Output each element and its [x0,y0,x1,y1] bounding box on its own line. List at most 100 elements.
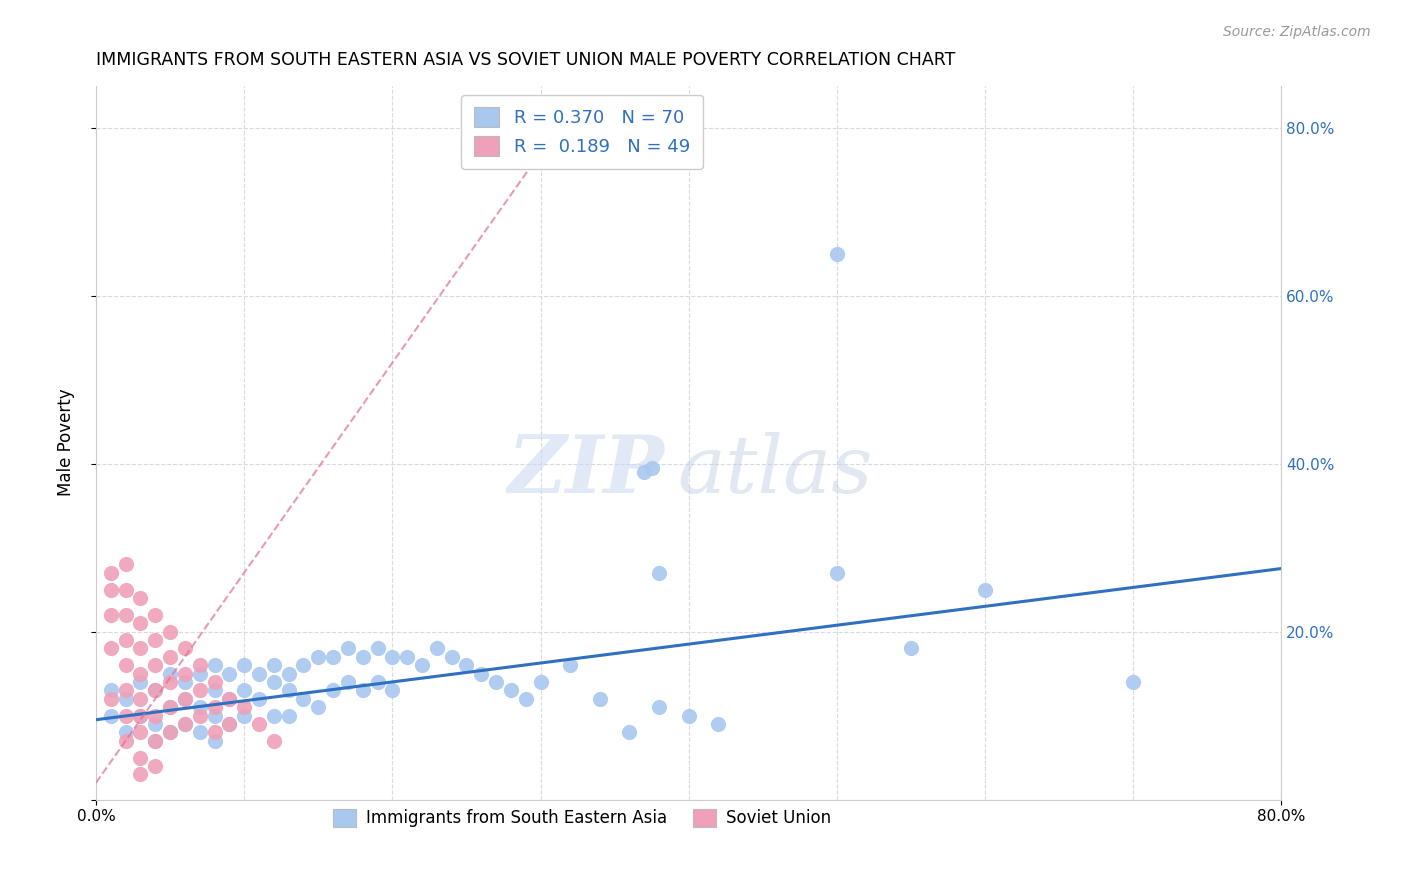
Point [247,717,270,731]
Point [367,674,389,689]
Point [640,460,662,475]
Point [159,700,181,714]
Point [129,691,152,706]
Point [174,691,197,706]
Point [100,582,122,597]
Point [204,674,226,689]
Point [456,658,478,673]
Point [174,674,197,689]
Point [129,591,152,605]
Point [322,649,344,664]
Point [263,733,285,747]
Y-axis label: Male Poverty: Male Poverty [58,389,75,496]
Point [159,725,181,739]
Point [114,708,136,723]
Point [204,683,226,698]
Point [188,708,211,723]
Point [159,700,181,714]
Point [233,683,256,698]
Point [292,691,315,706]
Point [411,658,433,673]
Point [174,666,197,681]
Point [560,658,582,673]
Text: atlas: atlas [676,433,872,510]
Text: Source: ZipAtlas.com: Source: ZipAtlas.com [1223,25,1371,39]
Point [143,607,166,622]
Point [440,649,463,664]
Point [263,674,285,689]
Point [589,691,612,706]
Point [352,649,374,664]
Point [114,658,136,673]
Text: ZIP: ZIP [508,433,665,510]
Point [159,624,181,639]
Point [174,691,197,706]
Point [143,733,166,747]
Point [247,666,270,681]
Point [1122,674,1144,689]
Point [143,632,166,647]
Point [159,674,181,689]
Point [470,666,492,681]
Point [129,708,152,723]
Point [159,725,181,739]
Text: IMMIGRANTS FROM SOUTH EASTERN ASIA VS SOVIET UNION MALE POVERTY CORRELATION CHAR: IMMIGRANTS FROM SOUTH EASTERN ASIA VS SO… [96,51,956,69]
Point [352,683,374,698]
Point [292,658,315,673]
Point [129,674,152,689]
Point [100,641,122,656]
Point [336,674,359,689]
Point [277,708,299,723]
Point [515,691,537,706]
Point [499,683,522,698]
Point [396,649,419,664]
Point [129,641,152,656]
Point [307,649,329,664]
Point [100,708,122,723]
Point [143,733,166,747]
Point [619,725,641,739]
Point [825,246,848,260]
Point [114,683,136,698]
Point [263,708,285,723]
Point [100,683,122,698]
Point [322,683,344,698]
Point [900,641,922,656]
Legend: Immigrants from South Eastern Asia, Soviet Union: Immigrants from South Eastern Asia, Sovi… [326,802,838,834]
Point [204,658,226,673]
Point [485,674,508,689]
Point [129,666,152,681]
Point [100,691,122,706]
Point [218,717,240,731]
Point [233,708,256,723]
Point [129,708,152,723]
Point [204,725,226,739]
Point [218,691,240,706]
Point [381,649,404,664]
Point [529,674,551,689]
Point [188,658,211,673]
Point [277,666,299,681]
Point [143,683,166,698]
Point [367,641,389,656]
Point [218,691,240,706]
Point [426,641,449,656]
Point [143,708,166,723]
Point [648,566,671,580]
Point [648,700,671,714]
Point [277,683,299,698]
Point [188,725,211,739]
Point [174,717,197,731]
Point [129,725,152,739]
Point [159,649,181,664]
Point [143,759,166,773]
Point [188,683,211,698]
Point [825,566,848,580]
Point [678,708,700,723]
Point [159,666,181,681]
Point [633,465,655,479]
Point [143,717,166,731]
Point [129,767,152,781]
Point [114,733,136,747]
Point [114,725,136,739]
